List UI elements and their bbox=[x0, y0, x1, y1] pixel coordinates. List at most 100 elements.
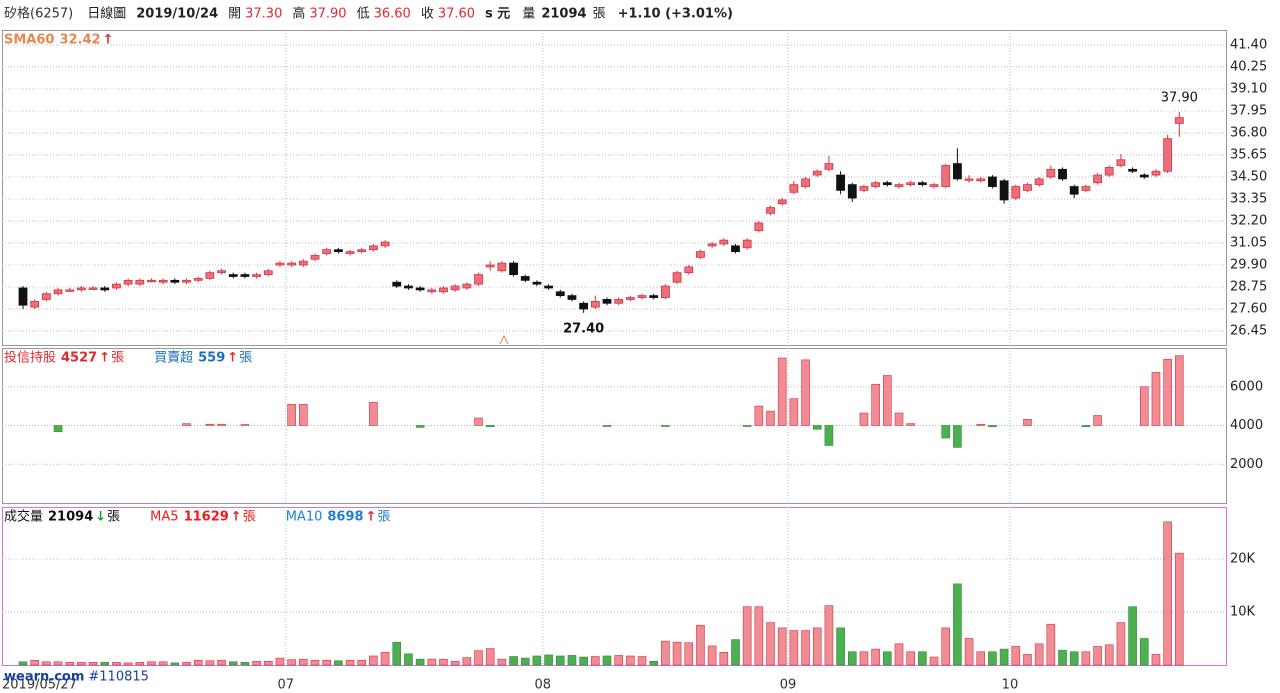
bar bbox=[1046, 623, 1056, 666]
candle-body bbox=[1163, 138, 1173, 172]
bar bbox=[929, 656, 939, 666]
bar bbox=[439, 658, 448, 666]
candle-body bbox=[532, 281, 542, 285]
stock-name: 矽格(6257) bbox=[4, 6, 73, 22]
bar bbox=[158, 661, 168, 666]
y-tick-label: 31.05 bbox=[1230, 235, 1267, 250]
candle-body bbox=[41, 293, 51, 300]
candle-body bbox=[392, 281, 402, 287]
quote-label: 開 bbox=[228, 7, 241, 22]
bar bbox=[801, 630, 810, 666]
candle-body bbox=[929, 184, 939, 187]
x-tick-label: 09 bbox=[780, 678, 797, 693]
bar bbox=[1093, 415, 1102, 426]
bar bbox=[964, 638, 974, 666]
candle-body bbox=[941, 165, 951, 187]
candle-body bbox=[847, 184, 857, 199]
candle-body bbox=[602, 299, 612, 304]
candle-body bbox=[135, 279, 145, 285]
bar bbox=[661, 425, 670, 427]
quote-value: 37.60 bbox=[438, 7, 475, 22]
candle-body bbox=[637, 295, 647, 298]
candle-body bbox=[859, 186, 869, 191]
x-tick-label: 08 bbox=[534, 678, 551, 693]
bar bbox=[217, 659, 226, 666]
bar bbox=[742, 425, 752, 427]
candle-body bbox=[217, 270, 226, 274]
bar bbox=[871, 383, 880, 426]
bar bbox=[976, 651, 986, 666]
candle-body bbox=[415, 287, 425, 291]
legend-unit: 張 bbox=[243, 510, 256, 525]
legend-value: 21094 bbox=[48, 510, 93, 525]
bar bbox=[1081, 651, 1091, 666]
bar bbox=[123, 662, 133, 666]
candle-body bbox=[684, 266, 694, 274]
candle-body bbox=[322, 249, 332, 254]
legend-unit: 張 bbox=[107, 510, 120, 525]
legend-arrow: ↑ bbox=[103, 33, 114, 48]
legend-arrow: ↑ bbox=[366, 510, 377, 525]
bar bbox=[649, 660, 659, 666]
low-annotation: 27.40 bbox=[563, 321, 604, 336]
bar bbox=[369, 402, 378, 426]
candle-body bbox=[345, 251, 355, 254]
candle-body bbox=[614, 299, 624, 304]
bar bbox=[941, 627, 951, 666]
candle-body bbox=[672, 272, 682, 283]
watermark-id: #110815 bbox=[88, 670, 149, 685]
candle-body bbox=[661, 285, 670, 298]
candle-body bbox=[777, 199, 787, 205]
y-tick-label: 4000 bbox=[1230, 418, 1263, 433]
candle-body bbox=[1034, 178, 1044, 186]
bar bbox=[147, 661, 156, 666]
bar bbox=[287, 403, 296, 426]
bar bbox=[836, 627, 845, 666]
y-tick-label: 37.95 bbox=[1230, 103, 1267, 118]
legend-unit: 張 bbox=[111, 351, 124, 366]
bar bbox=[812, 627, 822, 666]
quote-value: 37.90 bbox=[309, 7, 346, 22]
legend-name: MA5 bbox=[150, 510, 178, 525]
bar bbox=[1081, 425, 1091, 428]
bar bbox=[602, 425, 612, 427]
candle-body bbox=[228, 274, 238, 277]
bar bbox=[322, 659, 331, 666]
candle-body bbox=[754, 222, 764, 231]
bar bbox=[824, 425, 834, 446]
bar bbox=[1023, 654, 1032, 666]
bar bbox=[1104, 644, 1114, 666]
candle-body bbox=[310, 255, 320, 260]
bar bbox=[170, 662, 180, 666]
candle-body bbox=[193, 278, 203, 281]
candle-body bbox=[696, 251, 705, 258]
candle-body bbox=[263, 270, 273, 275]
candle-body bbox=[590, 300, 600, 308]
y-tick-label: 34.50 bbox=[1230, 169, 1267, 184]
candle-body bbox=[579, 302, 589, 310]
candle-body bbox=[1023, 184, 1032, 191]
candle-body bbox=[462, 283, 472, 289]
bar bbox=[1139, 386, 1149, 426]
bar bbox=[252, 660, 261, 666]
bar bbox=[474, 417, 483, 426]
candle-body bbox=[509, 262, 518, 275]
watermark: wearn.com bbox=[4, 670, 84, 685]
legend-unit: 張 bbox=[239, 351, 252, 366]
candle-body bbox=[30, 300, 40, 308]
candle-body bbox=[964, 178, 974, 181]
candle-body bbox=[707, 243, 717, 247]
candle-body bbox=[298, 260, 308, 266]
header-bar bbox=[0, 0, 1280, 28]
candle-body bbox=[368, 245, 378, 251]
bar bbox=[1058, 649, 1067, 666]
legend-name: 成交量 bbox=[4, 509, 43, 525]
candle-body bbox=[1069, 186, 1079, 195]
bar bbox=[77, 662, 86, 666]
y-tick-label: 27.60 bbox=[1230, 302, 1267, 317]
bar bbox=[415, 658, 425, 666]
candle-body bbox=[287, 262, 297, 266]
chart-layer: 矽格(6257) 日線圖 2019/10/24 開 37.30 高 37.90 低 36.60 收… bbox=[2, 6, 1267, 693]
legend-value: 559 bbox=[198, 351, 225, 366]
bar bbox=[299, 403, 308, 426]
